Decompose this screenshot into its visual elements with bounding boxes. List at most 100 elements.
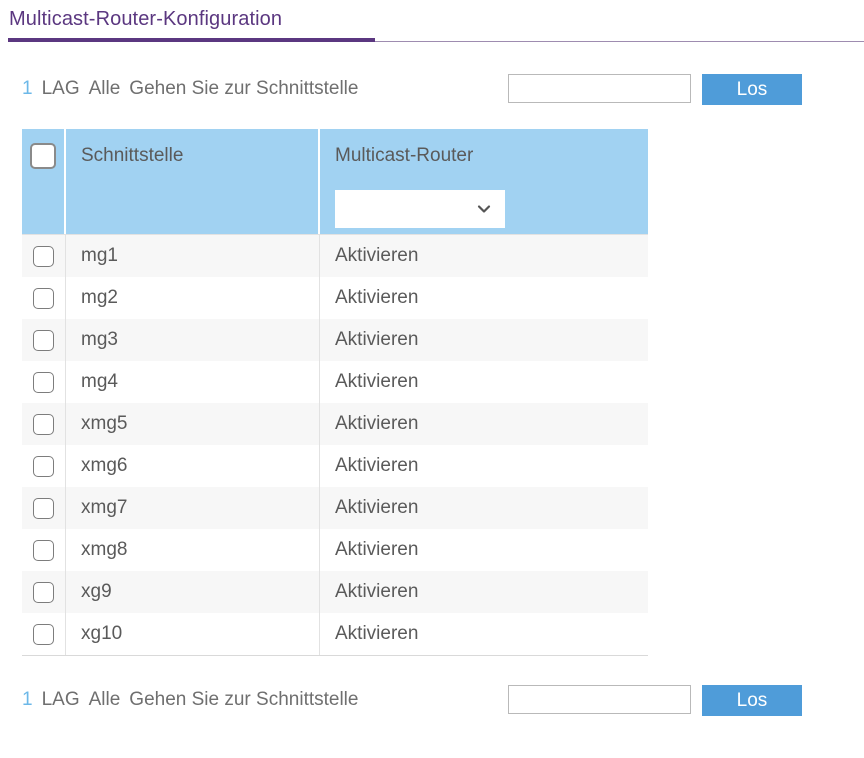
row-multicast-router-cell: Aktivieren (320, 235, 648, 277)
row-multicast-router-cell: Aktivieren (320, 571, 648, 613)
header-multicast-router-label: Multicast-Router (335, 145, 474, 166)
go-button-top[interactable]: Los (702, 74, 802, 105)
row-multicast-router-label: Aktivieren (335, 581, 419, 602)
row-select-cell[interactable] (22, 487, 66, 529)
table-header-row: Schnittstelle Multicast-Router (22, 129, 648, 183)
filter-interface-cell (66, 183, 320, 234)
row-select-cell[interactable] (22, 403, 66, 445)
table-row[interactable]: xmg5 Aktivieren (22, 403, 648, 445)
row-checkbox[interactable] (33, 455, 54, 477)
row-checkbox[interactable] (33, 329, 54, 351)
table-row[interactable]: mg3 Aktivieren (22, 319, 648, 361)
row-select-cell[interactable] (22, 277, 66, 319)
table-row[interactable]: xmg6 Aktivieren (22, 445, 648, 487)
row-interface-label: xmg8 (81, 539, 128, 560)
row-checkbox[interactable] (33, 287, 54, 309)
select-all-checkbox[interactable] (30, 143, 56, 169)
row-multicast-router-cell: Aktivieren (320, 613, 648, 655)
row-select-cell[interactable] (22, 613, 66, 655)
row-multicast-router-label: Aktivieren (335, 413, 419, 434)
row-multicast-router-label: Aktivieren (335, 623, 419, 644)
toolbar-top: 1 LAG Alle Gehen Sie zur Schnittstelle L… (0, 67, 864, 111)
table-row[interactable]: xmg8 Aktivieren (22, 529, 648, 571)
row-interface-label: xmg5 (81, 413, 128, 434)
row-multicast-router-label: Aktivieren (335, 371, 419, 392)
interface-table: Schnittstelle Multicast-Router mg1 Aktivi… (22, 129, 648, 656)
table-row[interactable]: xmg7 Aktivieren (22, 487, 648, 529)
goto-interface-input-top[interactable] (508, 74, 691, 103)
chevron-down-icon (477, 202, 491, 216)
row-checkbox[interactable] (33, 623, 54, 645)
table-row[interactable]: mg1 Aktivieren (22, 235, 648, 277)
row-select-cell[interactable] (22, 235, 66, 277)
goto-interface-label-bottom: Gehen Sie zur Schnittstelle (129, 689, 359, 710)
page-title: Multicast-Router-Konfiguration (9, 8, 283, 30)
table-bottom-border (22, 655, 648, 656)
page-number-link-top[interactable]: 1 (22, 78, 33, 99)
row-interface-label: xmg6 (81, 455, 128, 476)
row-interface-cell: xmg6 (66, 445, 320, 487)
row-select-cell[interactable] (22, 571, 66, 613)
row-checkbox[interactable] (33, 413, 54, 435)
row-multicast-router-cell: Aktivieren (320, 277, 648, 319)
row-multicast-router-label: Aktivieren (335, 539, 419, 560)
row-checkbox[interactable] (33, 581, 54, 603)
row-interface-label: mg3 (81, 329, 118, 350)
row-interface-label: mg4 (81, 371, 118, 392)
row-multicast-router-cell: Aktivieren (320, 319, 648, 361)
row-multicast-router-label: Aktivieren (335, 287, 419, 308)
row-select-cell[interactable] (22, 529, 66, 571)
row-multicast-router-label: Aktivieren (335, 497, 419, 518)
table-row[interactable]: mg4 Aktivieren (22, 361, 648, 403)
page-header: Multicast-Router-Konfiguration (0, 0, 864, 43)
header-select-all-cell[interactable] (22, 129, 66, 183)
lag-link-top[interactable]: LAG (41, 78, 80, 99)
toolbar-bottom-links: 1 LAG Alle Gehen Sie zur Schnittstelle (22, 678, 358, 722)
row-checkbox[interactable] (33, 245, 54, 267)
filter-multicast-router-cell (320, 183, 648, 234)
row-interface-label: xg9 (81, 581, 112, 602)
row-interface-cell: mg1 (66, 235, 320, 277)
row-multicast-router-cell: Aktivieren (320, 361, 648, 403)
header-interface-label: Schnittstelle (81, 145, 184, 166)
row-select-cell[interactable] (22, 445, 66, 487)
row-multicast-router-label: Aktivieren (335, 329, 419, 350)
row-interface-label: mg2 (81, 287, 118, 308)
row-interface-label: xg10 (81, 623, 123, 644)
goto-interface-label-top: Gehen Sie zur Schnittstelle (129, 78, 359, 99)
row-interface-cell: xg9 (66, 571, 320, 613)
row-multicast-router-label: Aktivieren (335, 245, 419, 266)
row-interface-cell: xmg5 (66, 403, 320, 445)
lag-link-bottom[interactable]: LAG (41, 689, 80, 710)
toolbar-top-links: 1 LAG Alle Gehen Sie zur Schnittstelle (22, 67, 358, 111)
row-multicast-router-cell: Aktivieren (320, 487, 648, 529)
filter-select-cell (22, 183, 66, 234)
table-row[interactable]: xg10 Aktivieren (22, 613, 648, 655)
row-interface-label: mg1 (81, 245, 118, 266)
row-select-cell[interactable] (22, 319, 66, 361)
goto-interface-input-bottom[interactable] (508, 685, 691, 714)
table-row[interactable]: xg9 Aktivieren (22, 571, 648, 613)
toolbar-bottom: 1 LAG Alle Gehen Sie zur Schnittstelle L… (0, 678, 864, 722)
row-interface-cell: xmg8 (66, 529, 320, 571)
row-interface-cell: mg4 (66, 361, 320, 403)
row-multicast-router-cell: Aktivieren (320, 445, 648, 487)
row-interface-cell: mg3 (66, 319, 320, 361)
row-interface-cell: xmg7 (66, 487, 320, 529)
row-multicast-router-cell: Aktivieren (320, 403, 648, 445)
row-checkbox[interactable] (33, 539, 54, 561)
row-select-cell[interactable] (22, 361, 66, 403)
row-multicast-router-cell: Aktivieren (320, 529, 648, 571)
multicast-router-filter-dropdown[interactable] (335, 189, 505, 228)
all-link-top[interactable]: Alle (88, 78, 121, 99)
header-multicast-router-cell[interactable]: Multicast-Router (320, 129, 648, 183)
all-link-bottom[interactable]: Alle (88, 689, 121, 710)
row-checkbox[interactable] (33, 497, 54, 519)
table-row[interactable]: mg2 Aktivieren (22, 277, 648, 319)
row-multicast-router-label: Aktivieren (335, 455, 419, 476)
header-interface-cell[interactable]: Schnittstelle (66, 129, 320, 183)
row-checkbox[interactable] (33, 371, 54, 393)
row-interface-cell: mg2 (66, 277, 320, 319)
page-number-link-bottom[interactable]: 1 (22, 689, 33, 710)
go-button-bottom[interactable]: Los (702, 685, 802, 716)
